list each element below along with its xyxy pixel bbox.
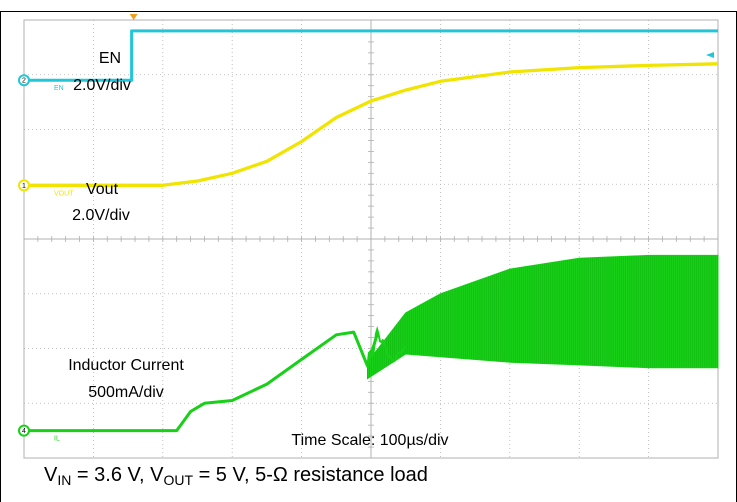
- en-channel-number: 2: [22, 78, 26, 85]
- caption-part1: = 3.6 V, V: [71, 464, 164, 486]
- vout-name-label: Vout: [86, 181, 119, 198]
- il-name-label: Inductor Current: [68, 357, 184, 374]
- il-scale-label: 500mA/div: [88, 384, 164, 401]
- en-name-label: EN: [99, 50, 121, 67]
- traces: [24, 29, 719, 433]
- trigger-level-marker: [706, 51, 714, 58]
- caption-v: V: [44, 464, 58, 486]
- channel-markers: 2 EN 1 VOUT 4 IL: [18, 14, 714, 443]
- frame-left-border: [0, 11, 1, 502]
- trace-labels: EN 2.0V/div Vout 2.0V/div Inductor Curre…: [68, 50, 448, 449]
- en-trace: [24, 29, 718, 82]
- il-channel-tag: IL: [54, 436, 60, 443]
- vout-trace: [24, 62, 719, 187]
- caption: VIN = 3.6 V, VOUT = 5 V, 5-Ω resistance …: [44, 464, 428, 488]
- vout-scale-label: 2.0V/div: [72, 207, 130, 224]
- en-scale-label: 2.0V/div: [73, 77, 131, 94]
- il-trace: [24, 330, 380, 433]
- en-channel-tag: EN: [54, 85, 64, 92]
- frame-top-border: [0, 11, 737, 12]
- grid: [23, 19, 719, 459]
- il-ripple-texture: [367, 255, 718, 379]
- caption-in-subscript: IN: [57, 472, 72, 488]
- en-channel-marker: [18, 74, 30, 87]
- vout-channel-tag: VOUT: [54, 190, 74, 197]
- vout-channel-marker: [18, 179, 30, 192]
- caption-out-subscript: OUT: [163, 472, 194, 488]
- il-transition: [366, 325, 406, 367]
- trigger-position-marker: [129, 14, 138, 20]
- vout-channel-number: 1: [22, 183, 26, 190]
- caption-part2: = 5 V, 5-Ω resistance load: [193, 464, 428, 486]
- il-channel-marker: [18, 424, 30, 437]
- il-channel-number: 4: [22, 428, 26, 435]
- time-scale-label: Time Scale: 100µs/div: [291, 432, 448, 449]
